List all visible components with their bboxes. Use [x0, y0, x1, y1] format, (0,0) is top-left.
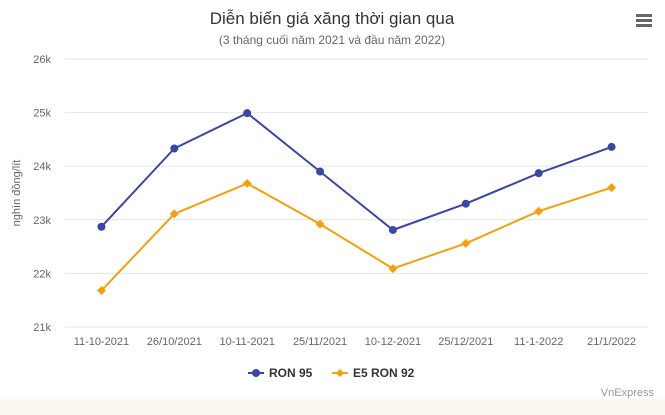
data-point[interactable]	[170, 144, 179, 153]
menu-icon-bar-top	[636, 14, 652, 17]
footer-strip	[0, 399, 665, 415]
y-tick-label: 23k	[33, 215, 51, 227]
data-point[interactable]	[97, 222, 106, 231]
data-point[interactable]	[242, 178, 252, 188]
x-tick-label: 26/10/2021	[147, 336, 202, 348]
gridlines	[65, 58, 648, 328]
data-point[interactable]	[388, 264, 398, 274]
legend-swatch-marker	[336, 369, 344, 377]
data-point[interactable]	[461, 238, 471, 248]
chart-menu-button[interactable]	[634, 12, 654, 30]
data-point[interactable]	[607, 183, 617, 193]
chart-credit: VnExpress	[601, 387, 655, 399]
legend-item[interactable]: RON 95	[248, 366, 313, 380]
menu-icon-bar-middle	[636, 19, 652, 22]
data-point[interactable]	[243, 109, 252, 118]
y-axis-ticks: 21k 22k 23k 24k 25k 26k	[33, 54, 51, 334]
x-tick-label: 25/12/2021	[438, 336, 493, 348]
data-point[interactable]	[169, 209, 179, 219]
y-axis-title: nghìn đồng/lít	[11, 160, 23, 227]
legend-label: RON 95	[269, 366, 313, 380]
plot-area	[96, 109, 617, 296]
legend-swatch-marker	[252, 369, 260, 377]
x-tick-label: 11-10-2021	[74, 336, 129, 348]
chart-subtitle: (3 tháng cuối năm 2021 và đầu năm 2022)	[219, 33, 445, 47]
y-tick-label: 21k	[33, 322, 51, 334]
x-tick-label: 11-1-2022	[514, 336, 563, 348]
data-point[interactable]	[388, 225, 397, 234]
x-axis-ticks: 11-10-2021 26/10/2021 10-11-2021 25/11/2021…	[74, 336, 636, 348]
series-line	[100, 182, 612, 292]
chart-title: Diễn biến giá xăng thời gian qua	[210, 9, 455, 28]
data-point[interactable]	[316, 167, 325, 176]
legend-item[interactable]: E5 RON 92	[332, 366, 415, 380]
x-tick-label: 25/11/2021	[293, 336, 347, 348]
x-tick-label: 10-12-2021	[365, 336, 421, 348]
y-tick-label: 25k	[33, 108, 51, 120]
y-tick-label: 22k	[33, 268, 51, 280]
series-2	[96, 178, 617, 296]
data-point[interactable]	[607, 142, 616, 151]
data-point[interactable]	[534, 169, 543, 178]
legend: RON 95 E5 RON 92	[248, 366, 415, 380]
x-tick-label: 21/1/2022	[587, 336, 636, 348]
data-point[interactable]	[534, 206, 544, 216]
data-point[interactable]	[315, 219, 325, 229]
data-point[interactable]	[461, 199, 470, 208]
series-1	[97, 109, 616, 234]
y-tick-label: 26k	[33, 54, 51, 66]
menu-icon-bar-bottom	[636, 24, 652, 27]
x-tick-label: 10-11-2021	[219, 336, 274, 348]
legend-label: E5 RON 92	[353, 366, 415, 380]
data-point[interactable]	[96, 286, 106, 296]
series-line	[100, 112, 612, 231]
y-tick-label: 24k	[33, 161, 51, 173]
